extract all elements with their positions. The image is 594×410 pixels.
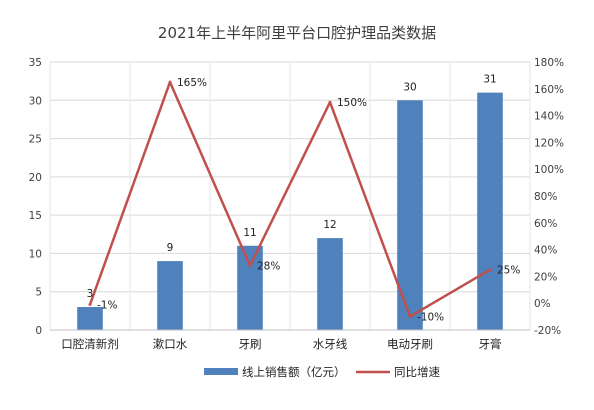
y-right-tick-label: 120% [534,137,564,149]
x-tick-label: 牙膏 [479,337,502,351]
legend-bar-swatch [204,368,238,375]
bar [477,92,503,330]
y-right-tick-label: 160% [534,84,564,96]
growth-line [88,80,491,318]
y-right-tick-label: -20% [534,325,561,337]
x-tick-label: 电动牙刷 [387,337,433,351]
bar-data-label: 31 [483,74,496,86]
y-left-tick-label: 10 [29,248,42,260]
bar [157,261,183,330]
line-data-label: -1% [97,300,117,312]
y-left-tick-label: 0 [35,325,42,337]
line-point [168,80,172,84]
line-point [88,303,92,307]
y-left-tick-label: 20 [29,172,42,184]
y-right-tick-label: 40% [534,245,557,257]
bar-data-label: 9 [167,242,174,254]
bar-data-label: 12 [323,219,336,231]
line-data-label: -10% [417,312,444,324]
x-tick-label: 漱口水 [153,337,188,351]
y-right-tick-label: 140% [534,111,564,123]
y-left-tick-label: 15 [29,210,42,222]
y-left-tick-label: 25 [29,134,42,146]
y-right-tick-label: 80% [534,191,557,203]
legend-line-label: 同比增速 [394,365,440,379]
chart-title: 2021年上半年阿里平台口腔护理品类数据 [158,24,436,42]
legend-bar-label: 线上销售额（亿元） [242,365,346,379]
line-point [248,264,252,268]
line-data-label: 165% [177,77,207,89]
y-left-tick-label: 30 [29,95,42,107]
bar [77,307,103,330]
x-tick-label: 口腔清新剂 [61,337,119,351]
y-right-tick-label: 20% [534,271,557,283]
x-tick-label: 水牙线 [313,337,348,351]
x-tick-label: 牙刷 [239,337,262,351]
y-right-tick-label: 60% [534,218,557,230]
line-point [408,315,412,319]
y-right-tick-label: 180% [534,57,564,69]
y-left-tick-label: 35 [29,57,42,69]
legend: 线上销售额（亿元） 同比增速 [204,365,440,379]
bar-data-label: 11 [243,227,256,239]
bar-data-label: 30 [403,81,416,93]
line-data-label: 25% [497,265,520,277]
line-data-label: 150% [337,97,367,109]
line-point [328,100,332,104]
line-point [488,268,492,272]
y-right-tick-label: 100% [534,164,564,176]
bar-data-label: 3 [87,288,94,300]
y-right-tick-label: 0% [534,298,551,310]
bar [317,238,343,330]
bar [237,245,263,330]
y-left-tick-label: 5 [35,287,42,299]
line-data-label: 28% [257,261,280,273]
